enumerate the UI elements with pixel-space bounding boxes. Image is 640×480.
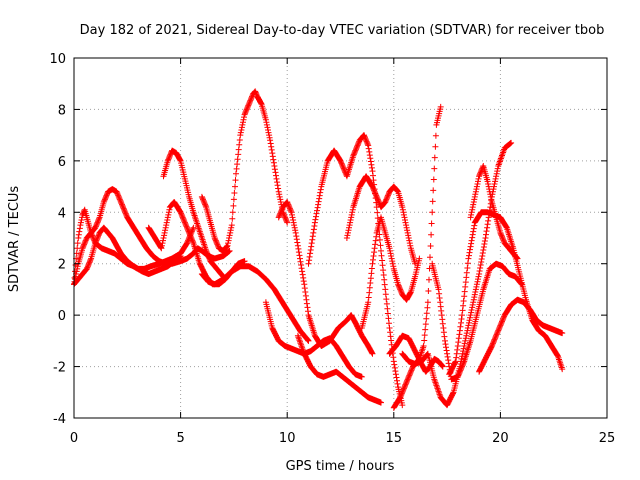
x-tick-label: 15 <box>386 431 403 446</box>
x-tick-label: 20 <box>492 431 509 446</box>
y-tick-label: 4 <box>58 206 66 221</box>
series-track-s <box>467 163 521 262</box>
series-track-i <box>275 199 376 357</box>
axis-ticks: 0 5 10 15 20 25 -4 -2 0 2 4 6 8 10 <box>49 52 615 446</box>
x-tick-label: 10 <box>279 431 296 446</box>
x-tick-label: 25 <box>599 431 616 446</box>
series-track-q <box>446 209 566 378</box>
series-track-t <box>386 332 446 375</box>
series-markers <box>343 173 419 267</box>
x-tick-label: 0 <box>70 431 78 446</box>
series-markers <box>294 332 384 406</box>
data-points <box>71 88 566 411</box>
y-tick-label: -2 <box>53 361 66 376</box>
series-track-g <box>198 263 312 344</box>
x-tick-label: 5 <box>176 431 184 446</box>
series-markers <box>358 214 423 331</box>
y-tick-label: 0 <box>58 309 66 324</box>
series-markers <box>198 88 291 254</box>
series-track-f <box>198 88 291 254</box>
series-markers <box>275 199 376 357</box>
series-markers <box>476 296 566 375</box>
y-axis-label: SDTVAR / TECUs <box>7 186 22 293</box>
series-track-l <box>343 173 419 267</box>
series-markers <box>386 332 446 375</box>
series-track-r <box>476 296 566 375</box>
y-tick-label: -4 <box>53 412 66 427</box>
x-axis-label: GPS time / hours <box>286 459 395 474</box>
plot-frame <box>73 57 608 419</box>
series-markers <box>160 147 227 280</box>
y-tick-label: 8 <box>58 103 66 118</box>
y-tick-label: 2 <box>58 258 66 273</box>
y-tick-label: 10 <box>49 52 66 67</box>
series-track-p <box>429 260 525 383</box>
series-track-m <box>358 214 423 331</box>
chart-title: Day 182 of 2021, Sidereal Day-to-day VTE… <box>80 23 605 38</box>
series-markers <box>446 209 566 378</box>
y-tick-label: 6 <box>58 155 66 170</box>
series-track-j <box>294 332 384 406</box>
series-markers <box>198 263 312 344</box>
series-markers <box>399 139 515 409</box>
series-markers <box>429 260 525 383</box>
series-track-o <box>399 139 515 409</box>
series-markers <box>467 163 521 262</box>
series-track-d <box>160 147 227 280</box>
